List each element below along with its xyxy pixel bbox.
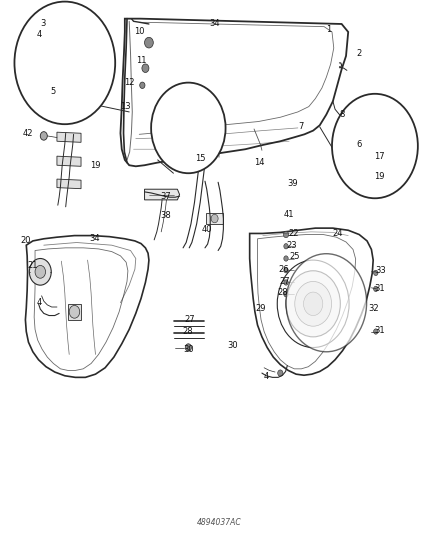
Circle shape <box>284 244 288 249</box>
Polygon shape <box>57 132 81 142</box>
Circle shape <box>40 132 47 140</box>
Polygon shape <box>353 131 366 157</box>
Circle shape <box>283 231 289 238</box>
Text: 1: 1 <box>326 25 331 34</box>
Text: 40: 40 <box>201 225 212 233</box>
Circle shape <box>35 265 46 278</box>
Text: 6: 6 <box>357 141 362 149</box>
Circle shape <box>374 270 378 276</box>
Circle shape <box>304 292 323 316</box>
Text: 12: 12 <box>124 78 134 87</box>
Polygon shape <box>68 304 81 320</box>
Circle shape <box>14 2 115 124</box>
Text: 19: 19 <box>90 161 101 169</box>
Text: 4: 4 <box>37 30 42 39</box>
Circle shape <box>211 214 218 223</box>
Text: 34: 34 <box>209 20 220 28</box>
Circle shape <box>185 344 191 351</box>
Circle shape <box>284 280 288 285</box>
Text: 31: 31 <box>374 285 385 293</box>
Text: 24: 24 <box>332 229 343 238</box>
Text: 27: 27 <box>279 277 290 286</box>
Text: 21: 21 <box>28 261 38 270</box>
Text: 4894037AC: 4894037AC <box>197 518 241 527</box>
Text: 4: 4 <box>264 372 269 381</box>
Circle shape <box>374 329 378 334</box>
Circle shape <box>140 82 145 88</box>
Circle shape <box>142 64 149 72</box>
Text: 42: 42 <box>22 129 33 138</box>
Text: 19: 19 <box>374 173 384 181</box>
Text: 14: 14 <box>254 158 264 166</box>
Circle shape <box>29 259 51 285</box>
Text: 29: 29 <box>255 304 266 312</box>
Text: 13: 13 <box>120 102 131 111</box>
Circle shape <box>30 67 33 71</box>
Text: 28: 28 <box>182 327 193 336</box>
Circle shape <box>145 37 153 48</box>
Circle shape <box>278 370 283 376</box>
Circle shape <box>284 268 288 273</box>
Text: 41: 41 <box>284 210 294 219</box>
Polygon shape <box>57 179 81 189</box>
Text: 31: 31 <box>374 326 385 335</box>
Text: 4: 4 <box>37 298 42 307</box>
Circle shape <box>286 271 340 337</box>
Text: 11: 11 <box>136 56 146 65</box>
Text: 10: 10 <box>134 28 145 36</box>
Polygon shape <box>30 67 35 70</box>
Circle shape <box>284 256 288 261</box>
Text: 20: 20 <box>20 237 31 245</box>
Text: 17: 17 <box>374 152 385 161</box>
Polygon shape <box>206 213 223 224</box>
Text: 37: 37 <box>160 192 171 201</box>
Text: 8: 8 <box>339 110 344 119</box>
Circle shape <box>295 281 332 326</box>
Polygon shape <box>33 59 44 68</box>
Polygon shape <box>145 189 180 200</box>
Text: 27: 27 <box>184 316 194 324</box>
Text: 23: 23 <box>287 241 297 249</box>
Polygon shape <box>57 156 81 166</box>
Text: 30: 30 <box>227 341 237 350</box>
Text: 22: 22 <box>288 229 299 238</box>
Circle shape <box>284 292 288 297</box>
Text: 7: 7 <box>298 123 304 131</box>
Text: 5: 5 <box>51 87 56 96</box>
Circle shape <box>286 254 367 352</box>
Polygon shape <box>171 125 182 139</box>
Circle shape <box>30 72 33 77</box>
Text: 15: 15 <box>195 154 205 163</box>
Text: 34: 34 <box>89 235 99 243</box>
Text: 33: 33 <box>376 266 386 275</box>
Circle shape <box>374 286 378 292</box>
Text: 28: 28 <box>277 288 288 297</box>
Text: 2: 2 <box>357 49 362 58</box>
Text: 38: 38 <box>160 212 171 220</box>
Text: 26: 26 <box>279 265 289 273</box>
Text: 25: 25 <box>289 253 300 261</box>
Circle shape <box>332 94 418 198</box>
Text: 39: 39 <box>287 180 297 188</box>
Text: 30: 30 <box>183 345 194 353</box>
Text: 32: 32 <box>368 304 378 312</box>
Circle shape <box>69 305 80 318</box>
Circle shape <box>151 83 226 173</box>
Text: 3: 3 <box>40 19 46 28</box>
